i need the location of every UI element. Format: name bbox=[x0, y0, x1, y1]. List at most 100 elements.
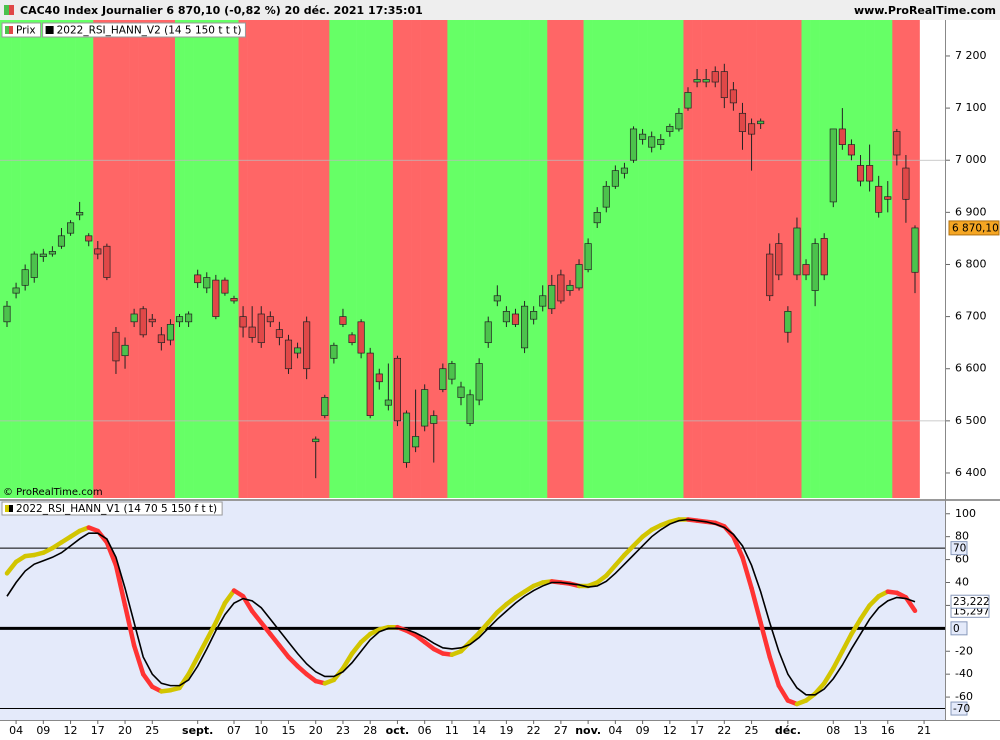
candle-body bbox=[402, 412, 411, 463]
x-tick-label: sept. bbox=[182, 724, 213, 737]
signal-band bbox=[674, 20, 684, 498]
candle-body bbox=[57, 235, 66, 247]
candle-body bbox=[548, 284, 556, 310]
signal-band bbox=[601, 20, 612, 498]
signal-band bbox=[520, 20, 530, 498]
x-tick-label: 06 bbox=[418, 724, 432, 737]
level-label: -70 bbox=[953, 703, 970, 715]
signal-band bbox=[538, 20, 548, 498]
candle-body bbox=[775, 243, 783, 276]
oscillator-segment bbox=[258, 620, 273, 637]
signal-band bbox=[801, 20, 811, 498]
signal-band bbox=[701, 20, 711, 498]
candle-body bbox=[203, 277, 211, 289]
signal-band bbox=[719, 20, 730, 498]
oscillator-segment bbox=[767, 654, 782, 688]
candle-body bbox=[275, 329, 283, 338]
oscillator-segment bbox=[758, 620, 772, 660]
candle-body bbox=[729, 89, 737, 104]
candle-body bbox=[294, 347, 302, 354]
candle-body bbox=[76, 211, 84, 216]
legend-icon bbox=[9, 26, 13, 34]
candle-body bbox=[502, 311, 510, 323]
oscillator-segment bbox=[204, 620, 219, 643]
candle-body bbox=[620, 167, 628, 174]
signal-band bbox=[783, 20, 793, 498]
signal-band bbox=[728, 20, 739, 498]
signal-band bbox=[737, 20, 748, 498]
oscillator-segment bbox=[140, 671, 155, 690]
candle-body bbox=[493, 295, 501, 302]
signal-band bbox=[592, 20, 603, 498]
signal-band bbox=[547, 20, 557, 498]
candle-body bbox=[557, 274, 565, 302]
signal-band bbox=[0, 20, 12, 498]
candle-body bbox=[21, 269, 29, 286]
signal-band bbox=[56, 20, 67, 498]
signal-band bbox=[311, 20, 321, 498]
candle-body bbox=[847, 144, 855, 156]
value-label-box bbox=[950, 594, 990, 609]
candle-body bbox=[884, 196, 892, 200]
oscillator-segment bbox=[195, 637, 210, 660]
candle-body bbox=[139, 308, 147, 336]
candle-body bbox=[212, 279, 220, 317]
candle-body bbox=[112, 331, 120, 362]
candle-body bbox=[185, 313, 193, 323]
signal-band bbox=[383, 20, 394, 498]
candle-body bbox=[393, 357, 401, 422]
signal-band bbox=[274, 20, 285, 498]
signal-band bbox=[638, 20, 648, 498]
oscillator-segment bbox=[213, 600, 228, 625]
x-tick-label: 12 bbox=[64, 724, 78, 737]
oscillator-segment bbox=[476, 620, 491, 636]
oscillator-segment bbox=[740, 555, 754, 591]
y-tick-label: 6 700 bbox=[955, 310, 987, 323]
candle-body bbox=[3, 305, 11, 323]
candle-body bbox=[684, 92, 692, 109]
candle-body bbox=[366, 352, 374, 416]
oscillator-segment bbox=[613, 552, 627, 568]
signal-band bbox=[447, 20, 457, 498]
candle-body bbox=[820, 238, 828, 276]
x-tick-label: 09 bbox=[36, 724, 50, 737]
candle-body bbox=[784, 311, 792, 333]
legend-box bbox=[1, 501, 223, 516]
x-tick-label: 17 bbox=[91, 724, 105, 737]
signal-band bbox=[265, 20, 276, 498]
legend-label: Prix bbox=[16, 25, 36, 37]
header-site: www.ProRealTime.com bbox=[854, 4, 996, 17]
candle-body bbox=[321, 397, 329, 416]
candle-body bbox=[639, 133, 647, 140]
oscillator-segment bbox=[122, 603, 137, 648]
candle-body bbox=[575, 264, 583, 289]
candle-body bbox=[67, 222, 75, 234]
header-icon bbox=[9, 5, 14, 15]
candle-body bbox=[157, 334, 165, 344]
signal-band bbox=[901, 20, 911, 498]
signal-band bbox=[610, 20, 621, 498]
candle-body bbox=[312, 438, 320, 443]
candle-body bbox=[902, 167, 910, 200]
signal-band bbox=[837, 20, 848, 498]
candle-body bbox=[103, 245, 111, 278]
y-tick-label: -60 bbox=[955, 690, 973, 703]
oscillator-segment bbox=[731, 534, 745, 560]
legend-icon bbox=[5, 505, 9, 512]
x-tick-label: 07 bbox=[227, 724, 241, 737]
candle-body bbox=[611, 170, 619, 187]
signal-band bbox=[411, 20, 421, 498]
x-tick-label: 25 bbox=[145, 724, 159, 737]
oscillator-segment bbox=[222, 588, 237, 606]
candle-body bbox=[257, 313, 265, 344]
candle-body bbox=[48, 251, 56, 255]
candle-body bbox=[475, 363, 483, 401]
header-bar bbox=[0, 0, 1000, 20]
signal-band bbox=[84, 20, 94, 498]
x-tick-label: 09 bbox=[636, 724, 650, 737]
signal-band bbox=[365, 20, 376, 498]
signal-band bbox=[628, 20, 639, 498]
signal-band bbox=[293, 20, 303, 498]
y-tick-label: -40 bbox=[955, 667, 973, 680]
date-axis bbox=[0, 720, 1000, 740]
